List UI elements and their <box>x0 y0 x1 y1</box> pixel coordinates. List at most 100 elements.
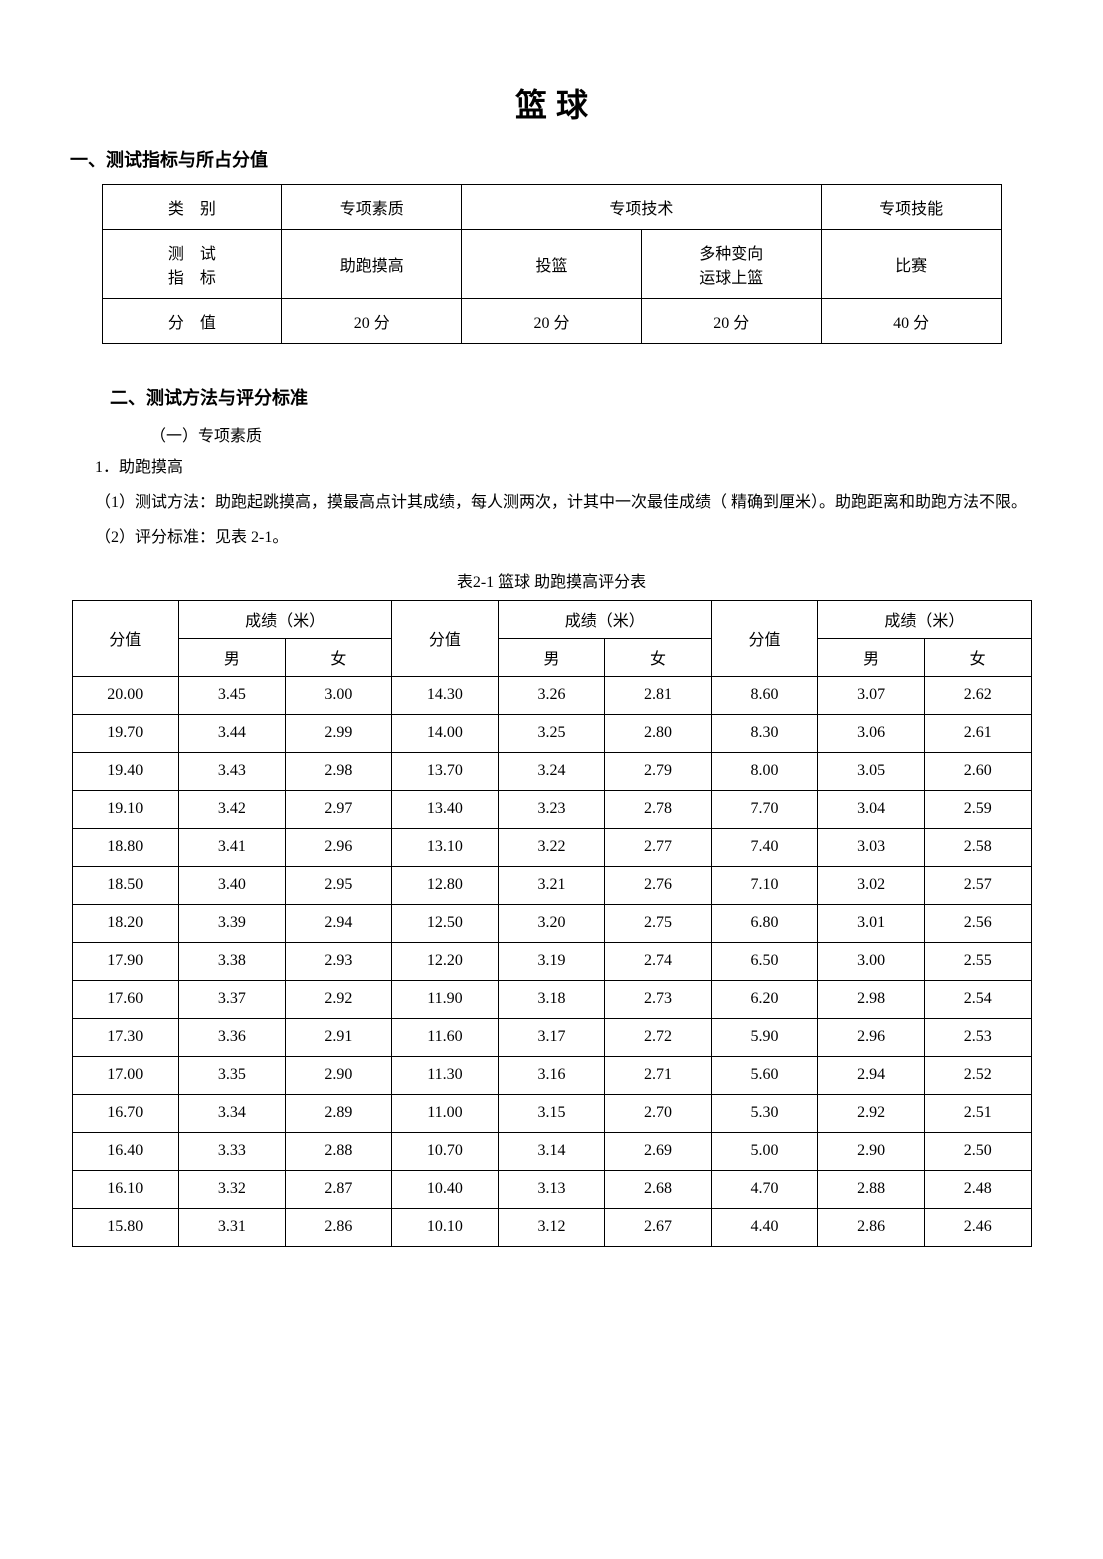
table-row: 分 值 20 分 20 分 20 分 40 分 <box>102 299 1001 344</box>
header-female-1: 女 <box>285 638 392 676</box>
table-cell: 2.68 <box>605 1170 712 1208</box>
table-cell: 17.00 <box>72 1056 179 1094</box>
table-cell: 3.12 <box>498 1208 605 1246</box>
table-cell: 18.80 <box>72 828 179 866</box>
table-row: 18.803.412.9613.103.222.777.403.032.58 <box>72 828 1031 866</box>
table-cell: 3.02 <box>818 866 925 904</box>
table-cell: 14.00 <box>392 714 499 752</box>
table-row: 15.803.312.8610.103.122.674.402.862.46 <box>72 1208 1031 1246</box>
method-text: （1）测试方法：助跑起跳摸高，摸最高点计其成绩，每人测两次，计其中一次最佳成绩（… <box>95 489 1033 516</box>
table-cell: 2.89 <box>285 1094 392 1132</box>
table-cell: 3.01 <box>818 904 925 942</box>
table-cell: 2.56 <box>924 904 1031 942</box>
table-cell: 2.97 <box>285 790 392 828</box>
table-cell: 3.04 <box>818 790 925 828</box>
table-row: 20.003.453.0014.303.262.818.603.072.62 <box>72 676 1031 714</box>
table-cell: 2.96 <box>285 828 392 866</box>
table-cell: 14.30 <box>392 676 499 714</box>
table-cell: 11.60 <box>392 1018 499 1056</box>
table-cell: 2.59 <box>924 790 1031 828</box>
table-cell: 3.00 <box>818 942 925 980</box>
table-cell: 8.30 <box>711 714 818 752</box>
table-cell: 2.86 <box>285 1208 392 1246</box>
cell-test-metric-label: 测 试指 标 <box>102 230 282 299</box>
table-cell: 2.94 <box>818 1056 925 1094</box>
header-result-3: 成绩（米） <box>818 600 1031 638</box>
cell-score-20b: 20 分 <box>462 299 642 344</box>
table-header-row: 男 女 男 女 男 女 <box>72 638 1031 676</box>
score-table-caption: 表2-1 篮球 助跑摸高评分表 <box>70 568 1033 592</box>
table-row: 19.103.422.9713.403.232.787.703.042.59 <box>72 790 1031 828</box>
table-cell: 6.80 <box>711 904 818 942</box>
table-cell: 16.40 <box>72 1132 179 1170</box>
table-cell: 12.80 <box>392 866 499 904</box>
table-cell: 2.52 <box>924 1056 1031 1094</box>
table-cell: 2.80 <box>605 714 712 752</box>
table-cell: 3.17 <box>498 1018 605 1056</box>
table-cell: 3.25 <box>498 714 605 752</box>
table-cell: 2.92 <box>818 1094 925 1132</box>
table-row: 19.403.432.9813.703.242.798.003.052.60 <box>72 752 1031 790</box>
cell-shooting: 投篮 <box>462 230 642 299</box>
table-row: 17.603.372.9211.903.182.736.202.982.54 <box>72 980 1031 1018</box>
header-score-1: 分值 <box>72 600 179 676</box>
table-cell: 2.91 <box>285 1018 392 1056</box>
table-cell: 13.40 <box>392 790 499 828</box>
table-cell: 2.96 <box>818 1018 925 1056</box>
table-cell: 7.70 <box>711 790 818 828</box>
table-cell: 2.74 <box>605 942 712 980</box>
table-row: 19.703.442.9914.003.252.808.303.062.61 <box>72 714 1031 752</box>
table-cell: 3.31 <box>179 1208 286 1246</box>
table-cell: 2.73 <box>605 980 712 1018</box>
table-cell: 3.19 <box>498 942 605 980</box>
table-cell: 2.50 <box>924 1132 1031 1170</box>
table-cell: 17.30 <box>72 1018 179 1056</box>
table-cell: 2.90 <box>818 1132 925 1170</box>
table-cell: 2.75 <box>605 904 712 942</box>
table-cell: 18.50 <box>72 866 179 904</box>
table-row: 18.203.392.9412.503.202.756.803.012.56 <box>72 904 1031 942</box>
table-cell: 16.10 <box>72 1170 179 1208</box>
table-cell: 18.20 <box>72 904 179 942</box>
table-cell: 3.41 <box>179 828 286 866</box>
table-cell: 3.14 <box>498 1132 605 1170</box>
table-cell: 2.72 <box>605 1018 712 1056</box>
table-cell: 10.70 <box>392 1132 499 1170</box>
table-cell: 2.53 <box>924 1018 1031 1056</box>
subsection-quality: （一）专项素质 <box>150 422 1033 446</box>
table-cell: 3.15 <box>498 1094 605 1132</box>
table-cell: 11.90 <box>392 980 499 1018</box>
table-cell: 3.42 <box>179 790 286 828</box>
table-cell: 3.35 <box>179 1056 286 1094</box>
table-cell: 2.70 <box>605 1094 712 1132</box>
table-row: 17.303.362.9111.603.172.725.902.962.53 <box>72 1018 1031 1056</box>
table-cell: 3.37 <box>179 980 286 1018</box>
table-cell: 2.51 <box>924 1094 1031 1132</box>
table-cell: 15.80 <box>72 1208 179 1246</box>
table-cell: 2.57 <box>924 866 1031 904</box>
table-cell: 3.03 <box>818 828 925 866</box>
table-row: 16.103.322.8710.403.132.684.702.882.48 <box>72 1170 1031 1208</box>
table-cell: 2.58 <box>924 828 1031 866</box>
score-table: 分值 成绩（米） 分值 成绩（米） 分值 成绩（米） 男 女 男 女 男 女 2… <box>72 600 1032 1247</box>
table-cell: 3.36 <box>179 1018 286 1056</box>
table-cell: 2.71 <box>605 1056 712 1094</box>
table-cell: 5.90 <box>711 1018 818 1056</box>
header-score-3: 分值 <box>711 600 818 676</box>
table-cell: 3.45 <box>179 676 286 714</box>
table-row: 类 别 专项素质 专项技术 专项技能 <box>102 185 1001 230</box>
table-cell: 3.23 <box>498 790 605 828</box>
table-cell: 3.34 <box>179 1094 286 1132</box>
table-cell: 2.48 <box>924 1170 1031 1208</box>
table-cell: 2.69 <box>605 1132 712 1170</box>
table-row: 测 试指 标 助跑摸高 投篮 多种变向运球上篮 比赛 <box>102 230 1001 299</box>
item-jump-reach-label: 1．助跑摸高 <box>95 454 1033 481</box>
table-cell: 3.38 <box>179 942 286 980</box>
table-cell: 4.70 <box>711 1170 818 1208</box>
table-row: 17.003.352.9011.303.162.715.602.942.52 <box>72 1056 1031 1094</box>
table-cell: 2.76 <box>605 866 712 904</box>
table-cell: 17.60 <box>72 980 179 1018</box>
table-cell: 2.88 <box>285 1132 392 1170</box>
table-cell: 2.93 <box>285 942 392 980</box>
table-header-row: 分值 成绩（米） 分值 成绩（米） 分值 成绩（米） <box>72 600 1031 638</box>
